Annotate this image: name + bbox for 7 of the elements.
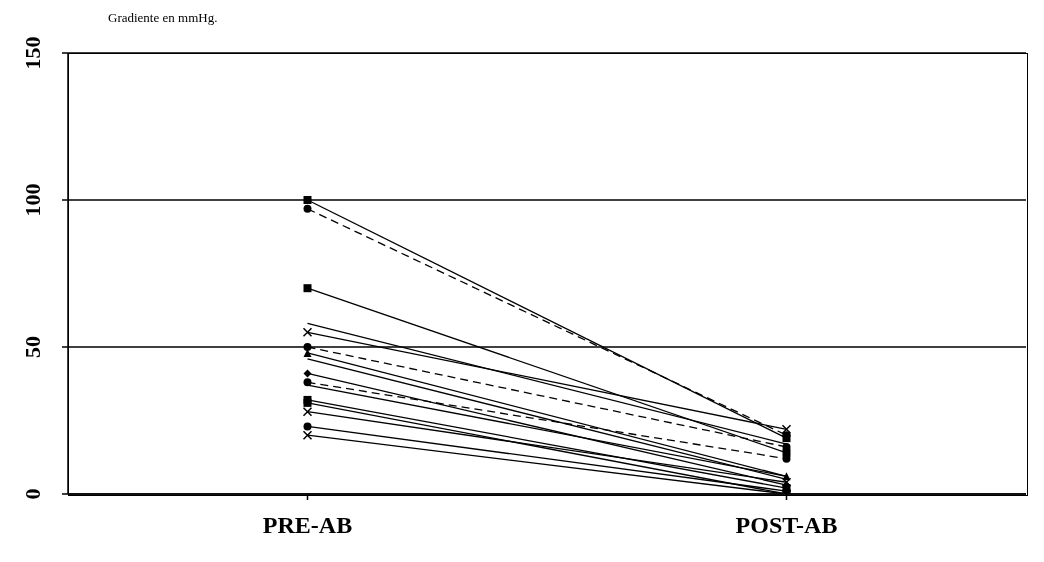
y-tick-label: 50 (20, 336, 45, 358)
y-tick-label: 100 (20, 183, 45, 217)
chart-title: Gradiente en mmHg. (108, 10, 218, 26)
x-tick-label: PRE-AB (262, 512, 353, 539)
y-tick-label: 150 (20, 36, 45, 70)
x-tick-label: POST-AB (735, 512, 838, 539)
y-tick-label: 0 (20, 488, 45, 500)
